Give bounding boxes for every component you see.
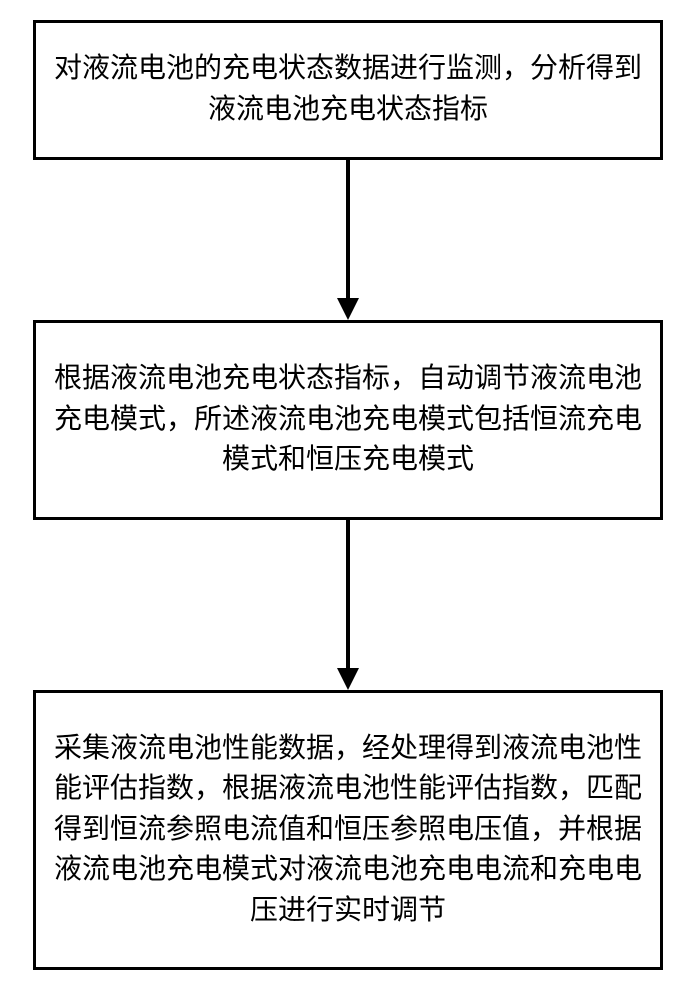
flowchart-edge-2-line bbox=[346, 520, 350, 668]
flowchart-node-2: 根据液流电池充电状态指标，自动调节液流电池充电模式，所述液流电池充电模式包括恒流… bbox=[33, 320, 663, 520]
flowchart-edge-2-head bbox=[337, 668, 359, 690]
flowchart-edge-1-line bbox=[346, 160, 350, 298]
flowchart-canvas: 对液流电池的充电状态数据进行监测，分析得到液流电池充电状态指标 根据液流电池充电… bbox=[0, 0, 697, 1000]
node-text: 对液流电池的充电状态数据进行监测，分析得到液流电池充电状态指标 bbox=[54, 49, 642, 130]
flowchart-node-3: 采集液流电池性能数据，经处理得到液流电池性能评估指数，根据液流电池性能评估指数，… bbox=[33, 690, 663, 970]
node-text: 根据液流电池充电状态指标，自动调节液流电池充电模式，所述液流电池充电模式包括恒流… bbox=[54, 359, 642, 481]
flowchart-edge-1-head bbox=[337, 298, 359, 320]
node-text: 采集液流电池性能数据，经处理得到液流电池性能评估指数，根据液流电池性能评估指数，… bbox=[54, 729, 642, 932]
flowchart-node-1: 对液流电池的充电状态数据进行监测，分析得到液流电池充电状态指标 bbox=[33, 20, 663, 160]
